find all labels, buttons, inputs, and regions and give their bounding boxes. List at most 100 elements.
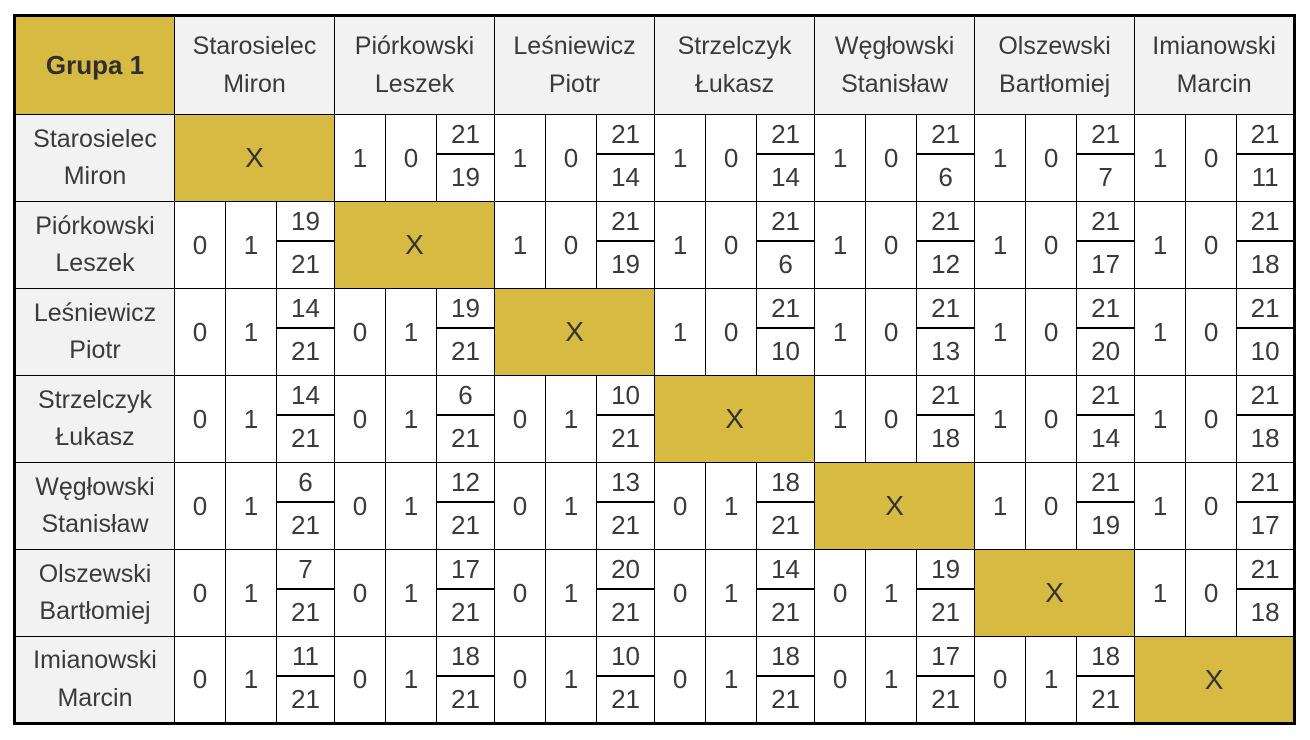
score-top: 19 bbox=[917, 551, 975, 591]
score-top: 18 bbox=[757, 464, 815, 504]
score-bottom: 10 bbox=[1250, 336, 1280, 367]
score-fraction: 21 7 bbox=[1077, 116, 1135, 200]
score-cell: 13 21 bbox=[596, 462, 656, 550]
player-column-header: Piórkowski Leszek bbox=[333, 15, 496, 115]
score-cell: 18 21 bbox=[756, 462, 816, 550]
win-flag-cell: 0 bbox=[654, 636, 707, 724]
score-top: 19 bbox=[277, 203, 334, 243]
score-bottom: 18 bbox=[1250, 423, 1280, 454]
score-bottom: 21 bbox=[771, 683, 801, 714]
loss-flag-cell: 1 bbox=[225, 375, 277, 463]
win-flag-cell: 1 bbox=[814, 201, 867, 289]
score-cell: 19 21 bbox=[916, 549, 976, 637]
win-flag-cell: 1 bbox=[814, 288, 867, 376]
score-fraction: 14 21 bbox=[277, 377, 334, 461]
score-fraction: 21 19 bbox=[437, 116, 495, 200]
score-fraction: 18 21 bbox=[437, 638, 495, 722]
player-row-header: Węgłowski Stanisław bbox=[14, 462, 175, 550]
table-row: Olszewski Bartłomiej 0 1 7 21 0 1 17 21 0 1 20 21 0 1 1… bbox=[14, 549, 1296, 637]
score-bottom: 21 bbox=[291, 423, 320, 454]
score-top: 21 bbox=[1077, 203, 1135, 243]
score-bottom: 21 bbox=[451, 423, 480, 454]
loss-flag-cell: 1 bbox=[385, 549, 437, 637]
score-fraction: 21 14 bbox=[597, 116, 655, 200]
win-flag-cell: 0 bbox=[174, 201, 226, 289]
score-bottom: 19 bbox=[1091, 510, 1121, 541]
win-flag-cell: 1 bbox=[814, 375, 867, 463]
group-results-table: Grupa 1 Starosielec Miron Piórkowski Lesz… bbox=[13, 14, 1297, 725]
win-flag-cell: 0 bbox=[334, 636, 386, 724]
score-fraction: 19 21 bbox=[277, 203, 334, 287]
score-bottom: 20 bbox=[1091, 336, 1121, 367]
player-row-header: Leśniewicz Piotr bbox=[14, 288, 175, 376]
score-fraction: 19 21 bbox=[917, 551, 975, 635]
win-flag-cell: 1 bbox=[1134, 375, 1187, 463]
loss-flag-cell: 0 bbox=[1185, 288, 1238, 376]
loss-flag-cell: 1 bbox=[705, 636, 758, 724]
loss-flag-cell: 1 bbox=[225, 288, 277, 376]
score-bottom: 13 bbox=[931, 336, 961, 367]
table-row: Piórkowski Leszek 0 1 19 21 X 1 0 21 19 1 0 21 6 1 0 21 1… bbox=[14, 201, 1296, 289]
score-cell: 21 19 bbox=[596, 201, 656, 289]
score-top: 7 bbox=[277, 551, 334, 591]
score-bottom: 11 bbox=[1251, 162, 1279, 193]
score-top: 21 bbox=[917, 203, 975, 243]
diagonal-x-cell: X bbox=[174, 114, 335, 202]
score-fraction: 7 21 bbox=[277, 551, 334, 635]
diagonal-x-cell: X bbox=[814, 462, 976, 550]
score-cell: 21 10 bbox=[756, 288, 816, 376]
loss-flag-cell: 1 bbox=[865, 636, 918, 724]
loss-flag-cell: 0 bbox=[1185, 462, 1238, 550]
score-fraction: 17 21 bbox=[437, 551, 495, 635]
score-top: 21 bbox=[1237, 551, 1294, 591]
win-flag-cell: 0 bbox=[494, 375, 547, 463]
win-flag-cell: 1 bbox=[1134, 201, 1187, 289]
score-fraction: 21 20 bbox=[1077, 290, 1135, 374]
score-fraction: 21 17 bbox=[1237, 464, 1294, 548]
score-bottom: 7 bbox=[1098, 162, 1113, 193]
score-top: 19 bbox=[437, 290, 495, 330]
score-cell: 21 14 bbox=[1076, 375, 1136, 463]
score-top: 21 bbox=[757, 116, 815, 156]
score-top: 21 bbox=[1237, 203, 1294, 243]
score-cell: 21 18 bbox=[916, 375, 976, 463]
win-flag-cell: 0 bbox=[174, 549, 226, 637]
score-cell: 14 21 bbox=[756, 549, 816, 637]
score-bottom: 21 bbox=[291, 683, 320, 714]
score-bottom: 21 bbox=[611, 510, 640, 541]
loss-flag-cell: 1 bbox=[705, 549, 758, 637]
score-bottom: 6 bbox=[938, 162, 953, 193]
score-cell: 21 18 bbox=[1236, 201, 1296, 289]
score-cell: 21 18 bbox=[1236, 549, 1296, 637]
win-flag-cell: 0 bbox=[654, 549, 707, 637]
score-cell: 19 21 bbox=[435, 288, 496, 376]
win-flag-cell: 1 bbox=[654, 201, 707, 289]
score-fraction: 21 18 bbox=[1237, 551, 1294, 635]
score-top: 21 bbox=[917, 290, 975, 330]
table-row: Strzelczyk Łukasz 0 1 14 21 0 1 6 21 0 1 10 21 X 1 0 21 1… bbox=[14, 375, 1296, 463]
loss-flag-cell: 1 bbox=[225, 549, 277, 637]
loss-flag-cell: 1 bbox=[545, 462, 598, 550]
player-column-header: Olszewski Bartłomiej bbox=[974, 15, 1136, 115]
score-cell: 21 6 bbox=[756, 201, 816, 289]
diagonal-x-cell: X bbox=[974, 549, 1136, 637]
score-fraction: 10 21 bbox=[597, 638, 655, 722]
player-column-header: Leśniewicz Piotr bbox=[494, 15, 656, 115]
group-title: Grupa 1 bbox=[14, 15, 175, 115]
score-cell: 18 21 bbox=[1076, 636, 1136, 724]
win-flag-cell: 1 bbox=[974, 375, 1027, 463]
score-bottom: 18 bbox=[1250, 597, 1280, 628]
loss-flag-cell: 1 bbox=[225, 462, 277, 550]
score-fraction: 21 17 bbox=[1077, 203, 1135, 287]
score-fraction: 20 21 bbox=[597, 551, 655, 635]
loss-flag-cell: 0 bbox=[1025, 462, 1078, 550]
score-cell: 14 21 bbox=[276, 375, 335, 463]
score-top: 6 bbox=[437, 377, 495, 417]
win-flag-cell: 0 bbox=[974, 636, 1027, 724]
score-cell: 11 21 bbox=[276, 636, 335, 724]
score-fraction: 21 18 bbox=[917, 377, 975, 461]
diagonal-x-cell: X bbox=[333, 201, 496, 289]
score-top: 10 bbox=[597, 638, 655, 677]
loss-flag-cell: 1 bbox=[225, 201, 277, 289]
loss-flag-cell: 1 bbox=[385, 375, 437, 463]
